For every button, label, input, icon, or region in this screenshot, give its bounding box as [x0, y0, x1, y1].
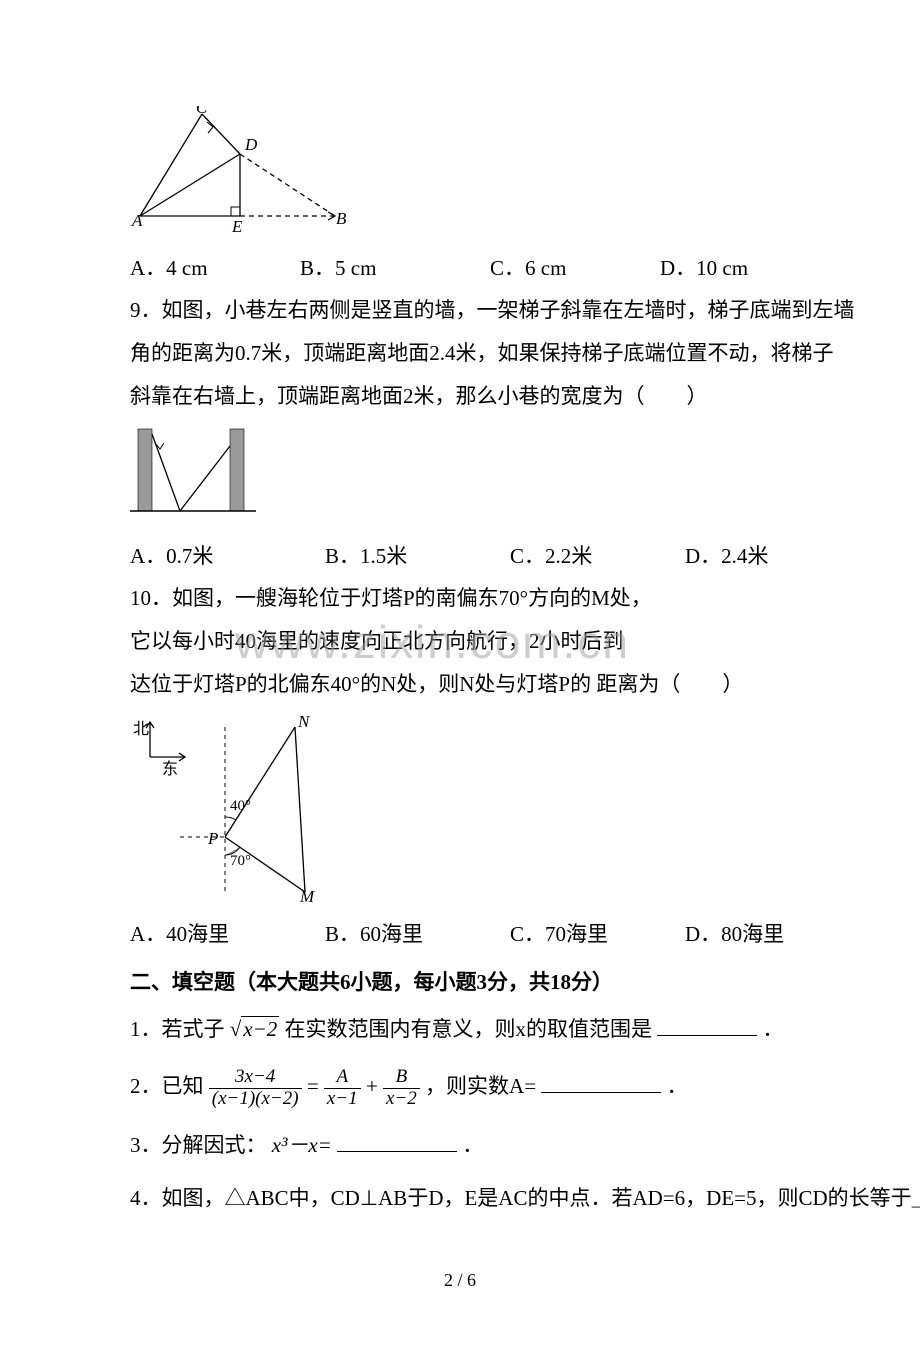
label-north: 北	[133, 720, 149, 738]
q8-optB: B．5 cm	[300, 247, 490, 289]
q9-optD: D．2.4米	[685, 535, 768, 577]
f1-sqrt: x−2	[241, 1016, 279, 1041]
q10-optB: B．60海里	[325, 913, 510, 955]
q10-optD: D．80海里	[685, 913, 784, 955]
label-N: N	[297, 712, 311, 731]
f1-post: 在实数范围内有意义，则x的取值范围是	[285, 1017, 653, 1041]
q8-optA: A．4 cm	[130, 247, 300, 289]
q10-options: A．40海里 B．60海里 C．70海里 D．80海里	[130, 913, 790, 955]
f2-numB: B	[383, 1067, 420, 1089]
label-70: 70°	[230, 853, 251, 869]
q9-optB: B．1.5米	[325, 535, 510, 577]
f2-tail: ．	[667, 1074, 688, 1098]
label-D: D	[244, 135, 258, 154]
q10-optA: A．40海里	[130, 913, 325, 955]
label-E: E	[231, 217, 243, 236]
label-A: A	[131, 211, 143, 230]
f2-frac1: 3x−4 (x−1)(x−2)	[209, 1067, 302, 1110]
q9-optA: A．0.7米	[130, 535, 325, 577]
f2-plus: +	[366, 1074, 378, 1098]
f3-pre: 3．分解因式：	[130, 1133, 267, 1157]
f1-tail: ．	[763, 1017, 784, 1041]
f2-numA: A	[324, 1067, 361, 1089]
f2-fracB: B x−2	[383, 1067, 420, 1110]
q9-optC: C．2.2米	[510, 535, 685, 577]
label-M: M	[299, 887, 315, 902]
f3-expr: x³－x=	[272, 1133, 332, 1157]
f2-pre: 2．已知	[130, 1074, 204, 1098]
f2-den1: (x−1)(x−2)	[209, 1089, 302, 1110]
q8-figure: A E B C D	[130, 106, 790, 241]
label-P: P	[207, 829, 218, 848]
fill4: 4．如图，△ABC中，CD⊥AB于D，E是AC的中点．若AD=6，DE=5，则C…	[130, 1177, 790, 1220]
q10-stem-3: 达位于灯塔P的北偏东40°的N处，则N处与灯塔P的 距离为（ ）	[130, 663, 790, 706]
f2-post: ，则实数A=	[425, 1074, 536, 1098]
page-number: 2 / 6	[130, 1270, 790, 1291]
fill2: 2．已知 3x−4 (x−1)(x−2) = A x−1 + B x−2 ，则实…	[130, 1065, 790, 1110]
label-B: B	[336, 209, 347, 228]
q8-options: A．4 cm B．5 cm C．6 cm D．10 cm	[130, 247, 790, 289]
f2-eq: =	[307, 1074, 319, 1098]
q9-stem-2: 角的距离为0.7米，顶端距离地面2.4米，如果保持梯子底端位置不动，将梯子	[130, 332, 790, 375]
fill3: 3．分解因式： x³－x= ．	[130, 1124, 790, 1167]
q9-stem-1: 9．如图，小巷左右两侧是竖直的墙，一架梯子斜靠在左墙时，梯子底端到左墙	[130, 289, 790, 332]
label-40: 40°	[230, 798, 251, 814]
q10-stem-2: 它以每小时40海里的速度向正北方向航行，2小时后到	[130, 620, 790, 663]
q8-optC: C．6 cm	[490, 247, 660, 289]
label-C: C	[196, 106, 208, 117]
q10-optC: C．70海里	[510, 913, 685, 955]
f2-blank	[541, 1072, 661, 1093]
f2-fracA: A x−1	[324, 1067, 361, 1110]
section2-title: 二、填空题（本大题共6小题，每小题3分，共18分）	[130, 961, 790, 1004]
q9-stem-3: 斜靠在右墙上，顶端距离地面2米，那么小巷的宽度为（ ）	[130, 375, 790, 418]
sqrt-icon: x−2	[230, 1008, 280, 1051]
q10-figure: 北 东 40° 70° P N M	[130, 712, 790, 907]
q9-options: A．0.7米 B．1.5米 C．2.2米 D．2.4米	[130, 535, 790, 577]
fill1: 1．若式子 x−2 在实数范围内有意义，则x的取值范围是 ．	[130, 1008, 790, 1051]
f1-blank	[657, 1015, 757, 1036]
f3-tail: ．	[462, 1133, 483, 1157]
q8-optD: D．10 cm	[660, 247, 748, 289]
f2-num1: 3x−4	[209, 1067, 302, 1089]
q10-stem-1: 10．如图，一艘海轮位于灯塔P的南偏东70°方向的M处，	[130, 577, 790, 620]
f3-blank	[337, 1131, 457, 1152]
f1-pre: 1．若式子	[130, 1017, 225, 1041]
f2-denB: x−2	[383, 1089, 420, 1110]
label-east: 东	[162, 760, 178, 778]
f2-denA: x−1	[324, 1089, 361, 1110]
q9-figure	[130, 424, 790, 529]
